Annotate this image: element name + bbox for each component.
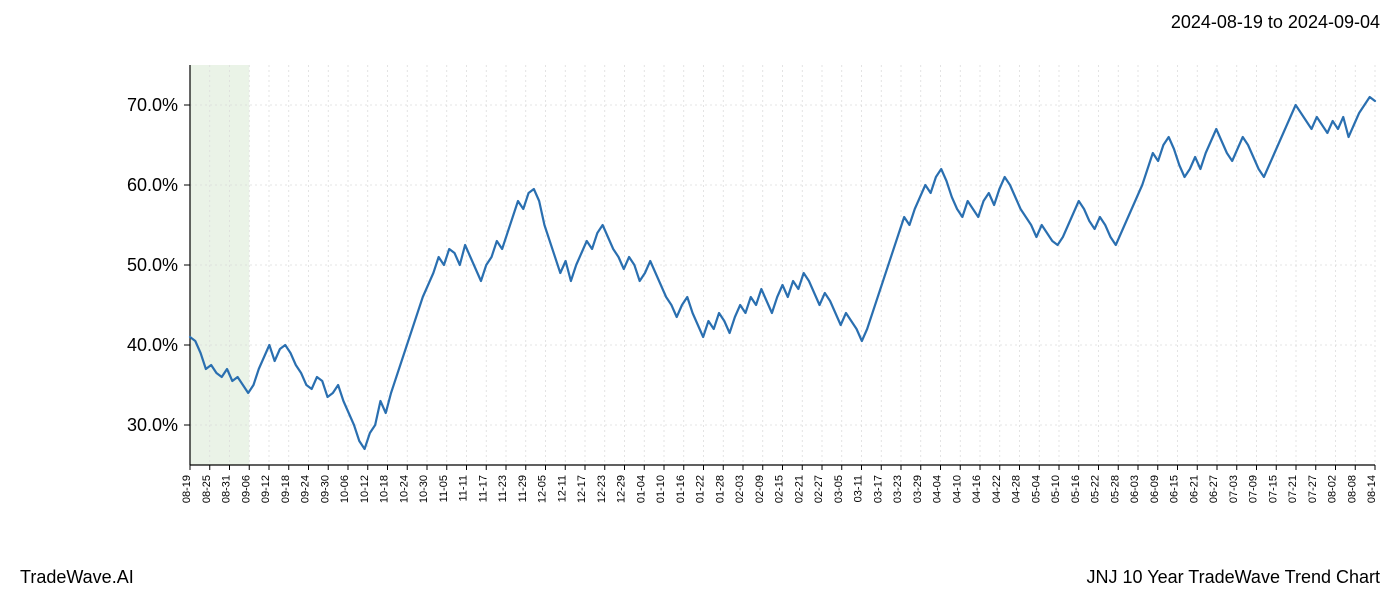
x-tick-label: 12-05 xyxy=(537,475,549,503)
x-tick-label: 04-16 xyxy=(971,475,983,503)
x-tick-label: 10-24 xyxy=(398,475,410,503)
chart-area: 30.0% 40.0% 50.0% 60.0% 70.0% 08-19 08-25 08-31… xyxy=(20,55,1380,550)
x-tick-label: 09-18 xyxy=(280,475,292,503)
x-tick-label: 09-30 xyxy=(319,475,331,503)
x-tick-label: 11-29 xyxy=(517,475,529,502)
x-tick-label: 12-11 xyxy=(556,475,568,502)
x-tick-label: 08-14 xyxy=(1366,475,1378,503)
y-tick-label: 70.0% xyxy=(127,95,178,115)
footer-title: JNJ 10 Year TradeWave Trend Chart xyxy=(1087,567,1380,588)
x-tick-label: 06-21 xyxy=(1188,475,1200,503)
chart-container: 2024-08-19 to 2024-09-04 30.0% 40.0% 50.0%… xyxy=(0,0,1400,600)
x-tick-label: 09-06 xyxy=(240,475,252,503)
x-tick-label: 12-23 xyxy=(596,475,608,503)
x-tick-label: 01-22 xyxy=(695,475,707,503)
x-tick-label: 03-17 xyxy=(872,475,884,503)
x-tick-label: 09-24 xyxy=(300,475,312,503)
x-tick-label: 05-16 xyxy=(1070,475,1082,503)
x-tick-label: 07-09 xyxy=(1248,475,1260,503)
x-tick-label: 07-03 xyxy=(1228,475,1240,503)
date-range-label: 2024-08-19 to 2024-09-04 xyxy=(1171,12,1380,33)
x-tick-label: 03-05 xyxy=(833,475,845,503)
x-tick-label: 04-04 xyxy=(932,475,944,503)
x-tick-label: 11-05 xyxy=(438,475,450,502)
x-tick-label: 02-27 xyxy=(813,475,825,503)
x-tick-label: 03-11 xyxy=(853,475,865,502)
y-tick-label: 30.0% xyxy=(127,415,178,435)
x-tick-label: 06-03 xyxy=(1129,475,1141,503)
x-tick-label: 02-03 xyxy=(734,475,746,503)
x-tick-label: 08-02 xyxy=(1327,475,1339,503)
x-tick-label: 11-17 xyxy=(477,475,489,502)
x-tick-label: 10-30 xyxy=(418,475,430,503)
x-tick-label: 06-15 xyxy=(1169,475,1181,503)
x-tick-label: 03-29 xyxy=(912,475,924,503)
x-tick-label: 08-31 xyxy=(221,475,233,503)
x-tick-label: 01-16 xyxy=(675,475,687,503)
x-tick-label: 05-10 xyxy=(1050,475,1062,503)
x-tick-label: 10-06 xyxy=(339,475,351,503)
y-tick-label: 50.0% xyxy=(127,255,178,275)
x-tick-label: 11-11 xyxy=(458,475,470,502)
x-tick-label: 07-21 xyxy=(1287,475,1299,503)
x-tick-label: 01-28 xyxy=(714,475,726,503)
x-tick-label: 05-04 xyxy=(1030,475,1042,503)
x-tick-label: 08-19 xyxy=(181,475,193,503)
x-tick-label: 04-10 xyxy=(951,475,963,503)
x-tick-label: 11-23 xyxy=(497,475,509,502)
x-tick-label: 12-17 xyxy=(576,475,588,503)
x-tick-label: 07-27 xyxy=(1307,475,1319,503)
footer-brand: TradeWave.AI xyxy=(20,567,134,588)
x-tick-label: 03-23 xyxy=(892,475,904,503)
x-tick-label: 01-10 xyxy=(655,475,667,503)
x-tick-label: 12-29 xyxy=(616,475,628,503)
x-tick-label: 10-12 xyxy=(359,475,371,503)
x-tick-label: 05-22 xyxy=(1090,475,1102,503)
x-tick-label: 02-21 xyxy=(793,475,805,503)
x-tick-label: 08-25 xyxy=(201,475,213,503)
x-tick-label: 09-12 xyxy=(260,475,272,503)
line-chart-svg: 30.0% 40.0% 50.0% 60.0% 70.0% 08-19 08-25 08-31… xyxy=(20,55,1380,550)
x-tick-label: 08-08 xyxy=(1346,475,1358,503)
x-tick-label: 06-27 xyxy=(1208,475,1220,503)
x-tick-label: 06-09 xyxy=(1149,475,1161,503)
x-tick-label: 01-04 xyxy=(635,475,647,503)
x-tick-label: 10-18 xyxy=(379,475,391,503)
y-tick-label: 40.0% xyxy=(127,335,178,355)
x-tick-label: 05-28 xyxy=(1109,475,1121,503)
x-tick-label: 02-15 xyxy=(774,475,786,503)
x-tick-label: 04-22 xyxy=(991,475,1003,503)
x-tick-label: 04-28 xyxy=(1011,475,1023,503)
x-tick-label: 02-09 xyxy=(754,475,766,503)
x-tick-label: 07-15 xyxy=(1267,475,1279,503)
y-tick-label: 60.0% xyxy=(127,175,178,195)
